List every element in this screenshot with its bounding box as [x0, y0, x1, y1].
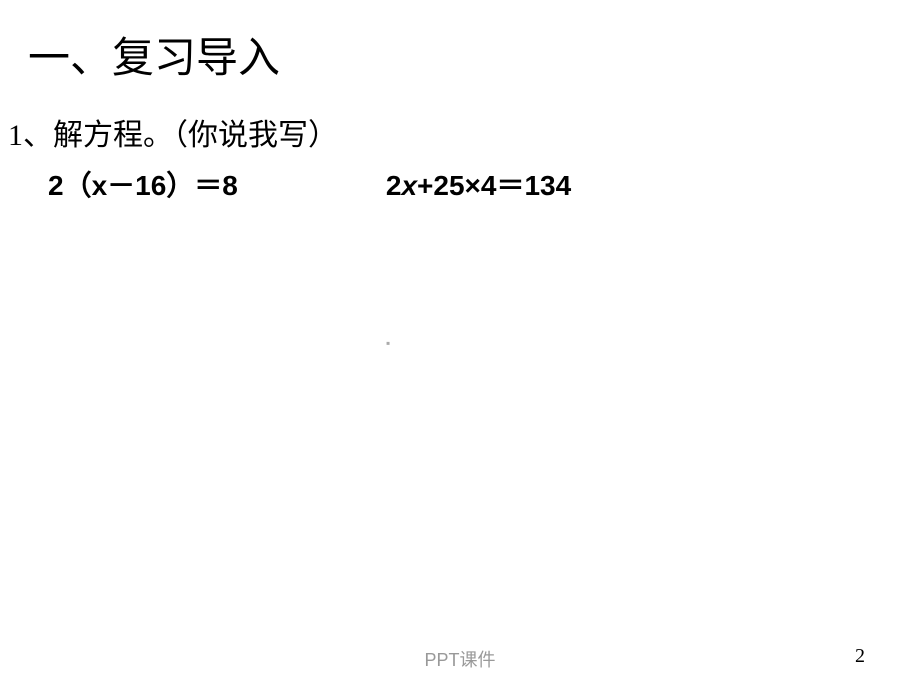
equation-1: 2（x－16）＝8	[48, 164, 238, 204]
footer-label: PPT课件	[424, 646, 495, 672]
eq2-variable: x	[401, 170, 417, 201]
equation-gap	[238, 164, 386, 204]
eq2-pre: 2	[386, 170, 402, 201]
slide: 一、复习导入 1、解方程。（你说我写） 2（x－16）＝8 2x+25×4＝13…	[0, 0, 920, 690]
slide-center-marker-icon: ▪	[386, 336, 390, 350]
section-title: 一、复习导入	[28, 24, 280, 85]
exercise-prompt: 1、解方程。（你说我写）	[8, 110, 338, 154]
eq2-post: +25×4＝134	[417, 170, 571, 201]
equation-row: 2（x－16）＝8 2x+25×4＝134	[48, 164, 571, 204]
equation-2: 2x+25×4＝134	[386, 164, 571, 204]
page-number: 2	[855, 645, 865, 668]
